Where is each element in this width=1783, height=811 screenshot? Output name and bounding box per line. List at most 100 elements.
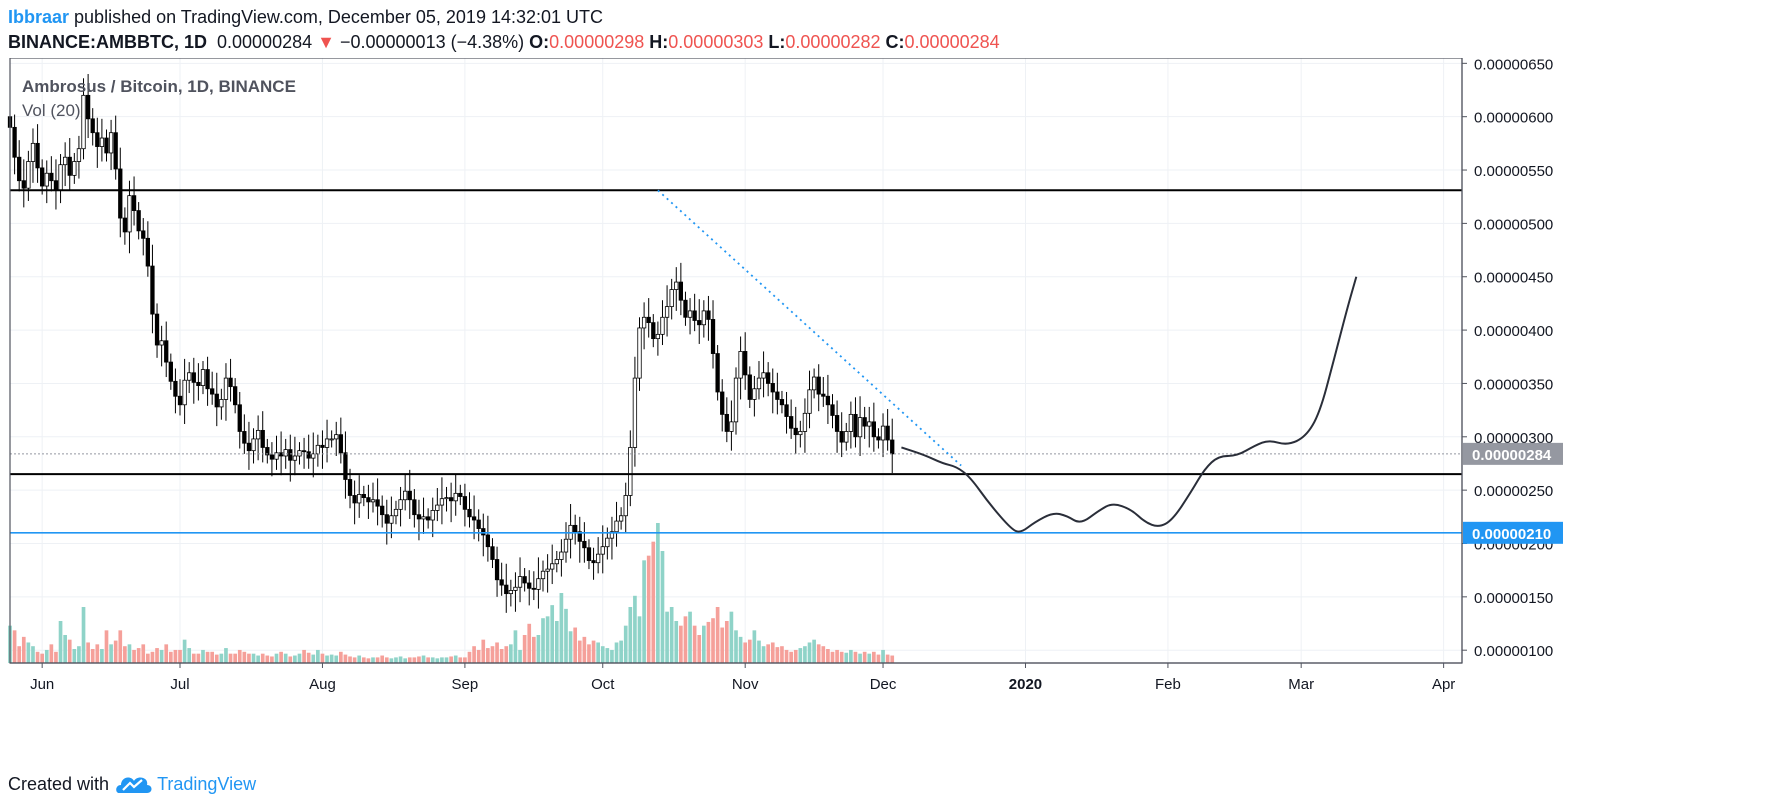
candle-body — [104, 137, 109, 154]
candle-body — [223, 377, 229, 400]
candle-body — [164, 340, 169, 363]
candle-body — [425, 516, 431, 521]
volume-bar — [136, 648, 141, 663]
volume-bar — [63, 635, 67, 663]
high-label: H: — [649, 32, 669, 52]
volume-bar — [187, 648, 192, 663]
price-tick-label: 0.00000250 — [1474, 483, 1553, 500]
candle-body — [200, 369, 206, 386]
candle-body — [577, 531, 582, 542]
volume-bar — [660, 551, 665, 663]
price-tick-label: 0.00000650 — [1474, 58, 1553, 73]
candle-body — [118, 168, 123, 219]
candle-body — [210, 388, 215, 395]
volume-bar — [210, 651, 215, 663]
volume-bar — [890, 655, 895, 663]
candle-body — [701, 310, 706, 326]
change-value: −0.00000013 (−4.38%) — [339, 32, 525, 52]
low-label: L: — [768, 32, 786, 52]
candle-body — [660, 316, 665, 335]
candle-body — [536, 578, 541, 590]
candle-body — [651, 322, 656, 340]
volume-bar — [812, 639, 816, 663]
candle-body — [687, 310, 693, 318]
volume-indicator-label[interactable]: Vol (20) — [22, 101, 81, 120]
candle-body — [366, 497, 371, 503]
candle-body — [246, 442, 252, 452]
candle-body — [563, 538, 569, 553]
volume-bar — [642, 560, 646, 663]
time-tick-label: Mar — [1288, 676, 1314, 693]
volume-bar — [67, 639, 72, 663]
volume-bar — [49, 644, 54, 663]
volume-bar — [715, 607, 720, 663]
volume-bar — [614, 642, 619, 663]
volume-bar — [444, 657, 449, 663]
candle-body — [278, 452, 284, 457]
candle-body — [35, 142, 40, 169]
volume-bar — [334, 655, 339, 663]
candle-body — [513, 586, 518, 591]
price-tick-label: 0.00000500 — [1474, 216, 1553, 233]
volume-bar — [123, 646, 127, 663]
candle-body — [375, 499, 380, 507]
candle-body — [706, 310, 711, 320]
volume-bar — [472, 646, 476, 663]
candle-body — [76, 148, 82, 162]
candle-body — [159, 340, 164, 346]
candle-body — [49, 172, 54, 182]
candle-body — [67, 156, 72, 176]
candle-body — [637, 327, 642, 379]
candle-body — [370, 499, 376, 503]
volume-bar — [688, 611, 692, 663]
price-tick-label: 0.00000400 — [1474, 323, 1553, 340]
volume-bar — [371, 657, 375, 663]
plot-frame — [9, 58, 1463, 664]
volume-bar — [853, 651, 858, 663]
time-tick-label: 2020 — [1009, 676, 1042, 693]
candle-body — [816, 376, 821, 395]
volume-bar — [876, 654, 881, 663]
low-value: 0.00000282 — [785, 32, 881, 52]
candle-body — [393, 508, 399, 517]
time-tick-label: Apr — [1432, 676, 1455, 693]
candle-body — [664, 306, 670, 318]
candle-body — [582, 540, 587, 549]
candle-body — [545, 568, 550, 572]
volume-bar — [72, 649, 77, 663]
candle-body — [416, 514, 422, 520]
support-price-label: 0.00000210 — [1472, 526, 1551, 543]
volume-bar — [587, 644, 591, 663]
volume-bar — [757, 640, 761, 663]
candle-body — [343, 452, 348, 480]
volume-bar — [545, 616, 550, 663]
time-tick-label: Nov — [732, 676, 759, 693]
volume-bar — [518, 649, 522, 663]
volume-bar — [724, 621, 729, 663]
volume-bar — [449, 656, 453, 663]
volume-bar — [633, 595, 637, 663]
volume-bar — [504, 646, 509, 663]
author-name[interactable]: Ibbraar — [8, 7, 70, 27]
candle-body — [807, 389, 812, 414]
volume-bar — [90, 649, 95, 663]
volume-bar — [288, 656, 293, 663]
price-tick-label: 0.00000550 — [1474, 163, 1553, 180]
volume-bar — [738, 636, 743, 663]
price-chart[interactable]: 0.000001000.000001500.000002000.00000250… — [0, 58, 1783, 760]
candle-body — [798, 431, 803, 436]
volume-bar — [118, 630, 123, 663]
candle-body — [527, 582, 532, 589]
time-tick-label: Feb — [1155, 676, 1181, 693]
candle-body — [58, 164, 63, 191]
candle-body — [127, 195, 132, 233]
candle-body — [756, 377, 762, 390]
volume-bar — [329, 654, 334, 663]
candle-body — [738, 351, 743, 379]
candle-body — [439, 498, 445, 506]
publish-info: Ibbraar published on TradingView.com, De… — [8, 6, 603, 28]
tradingview-brand-link[interactable]: TradingView — [157, 774, 257, 794]
candle-body — [292, 455, 298, 461]
time-tick-label: Jun — [30, 676, 54, 693]
candle-body — [90, 118, 95, 134]
